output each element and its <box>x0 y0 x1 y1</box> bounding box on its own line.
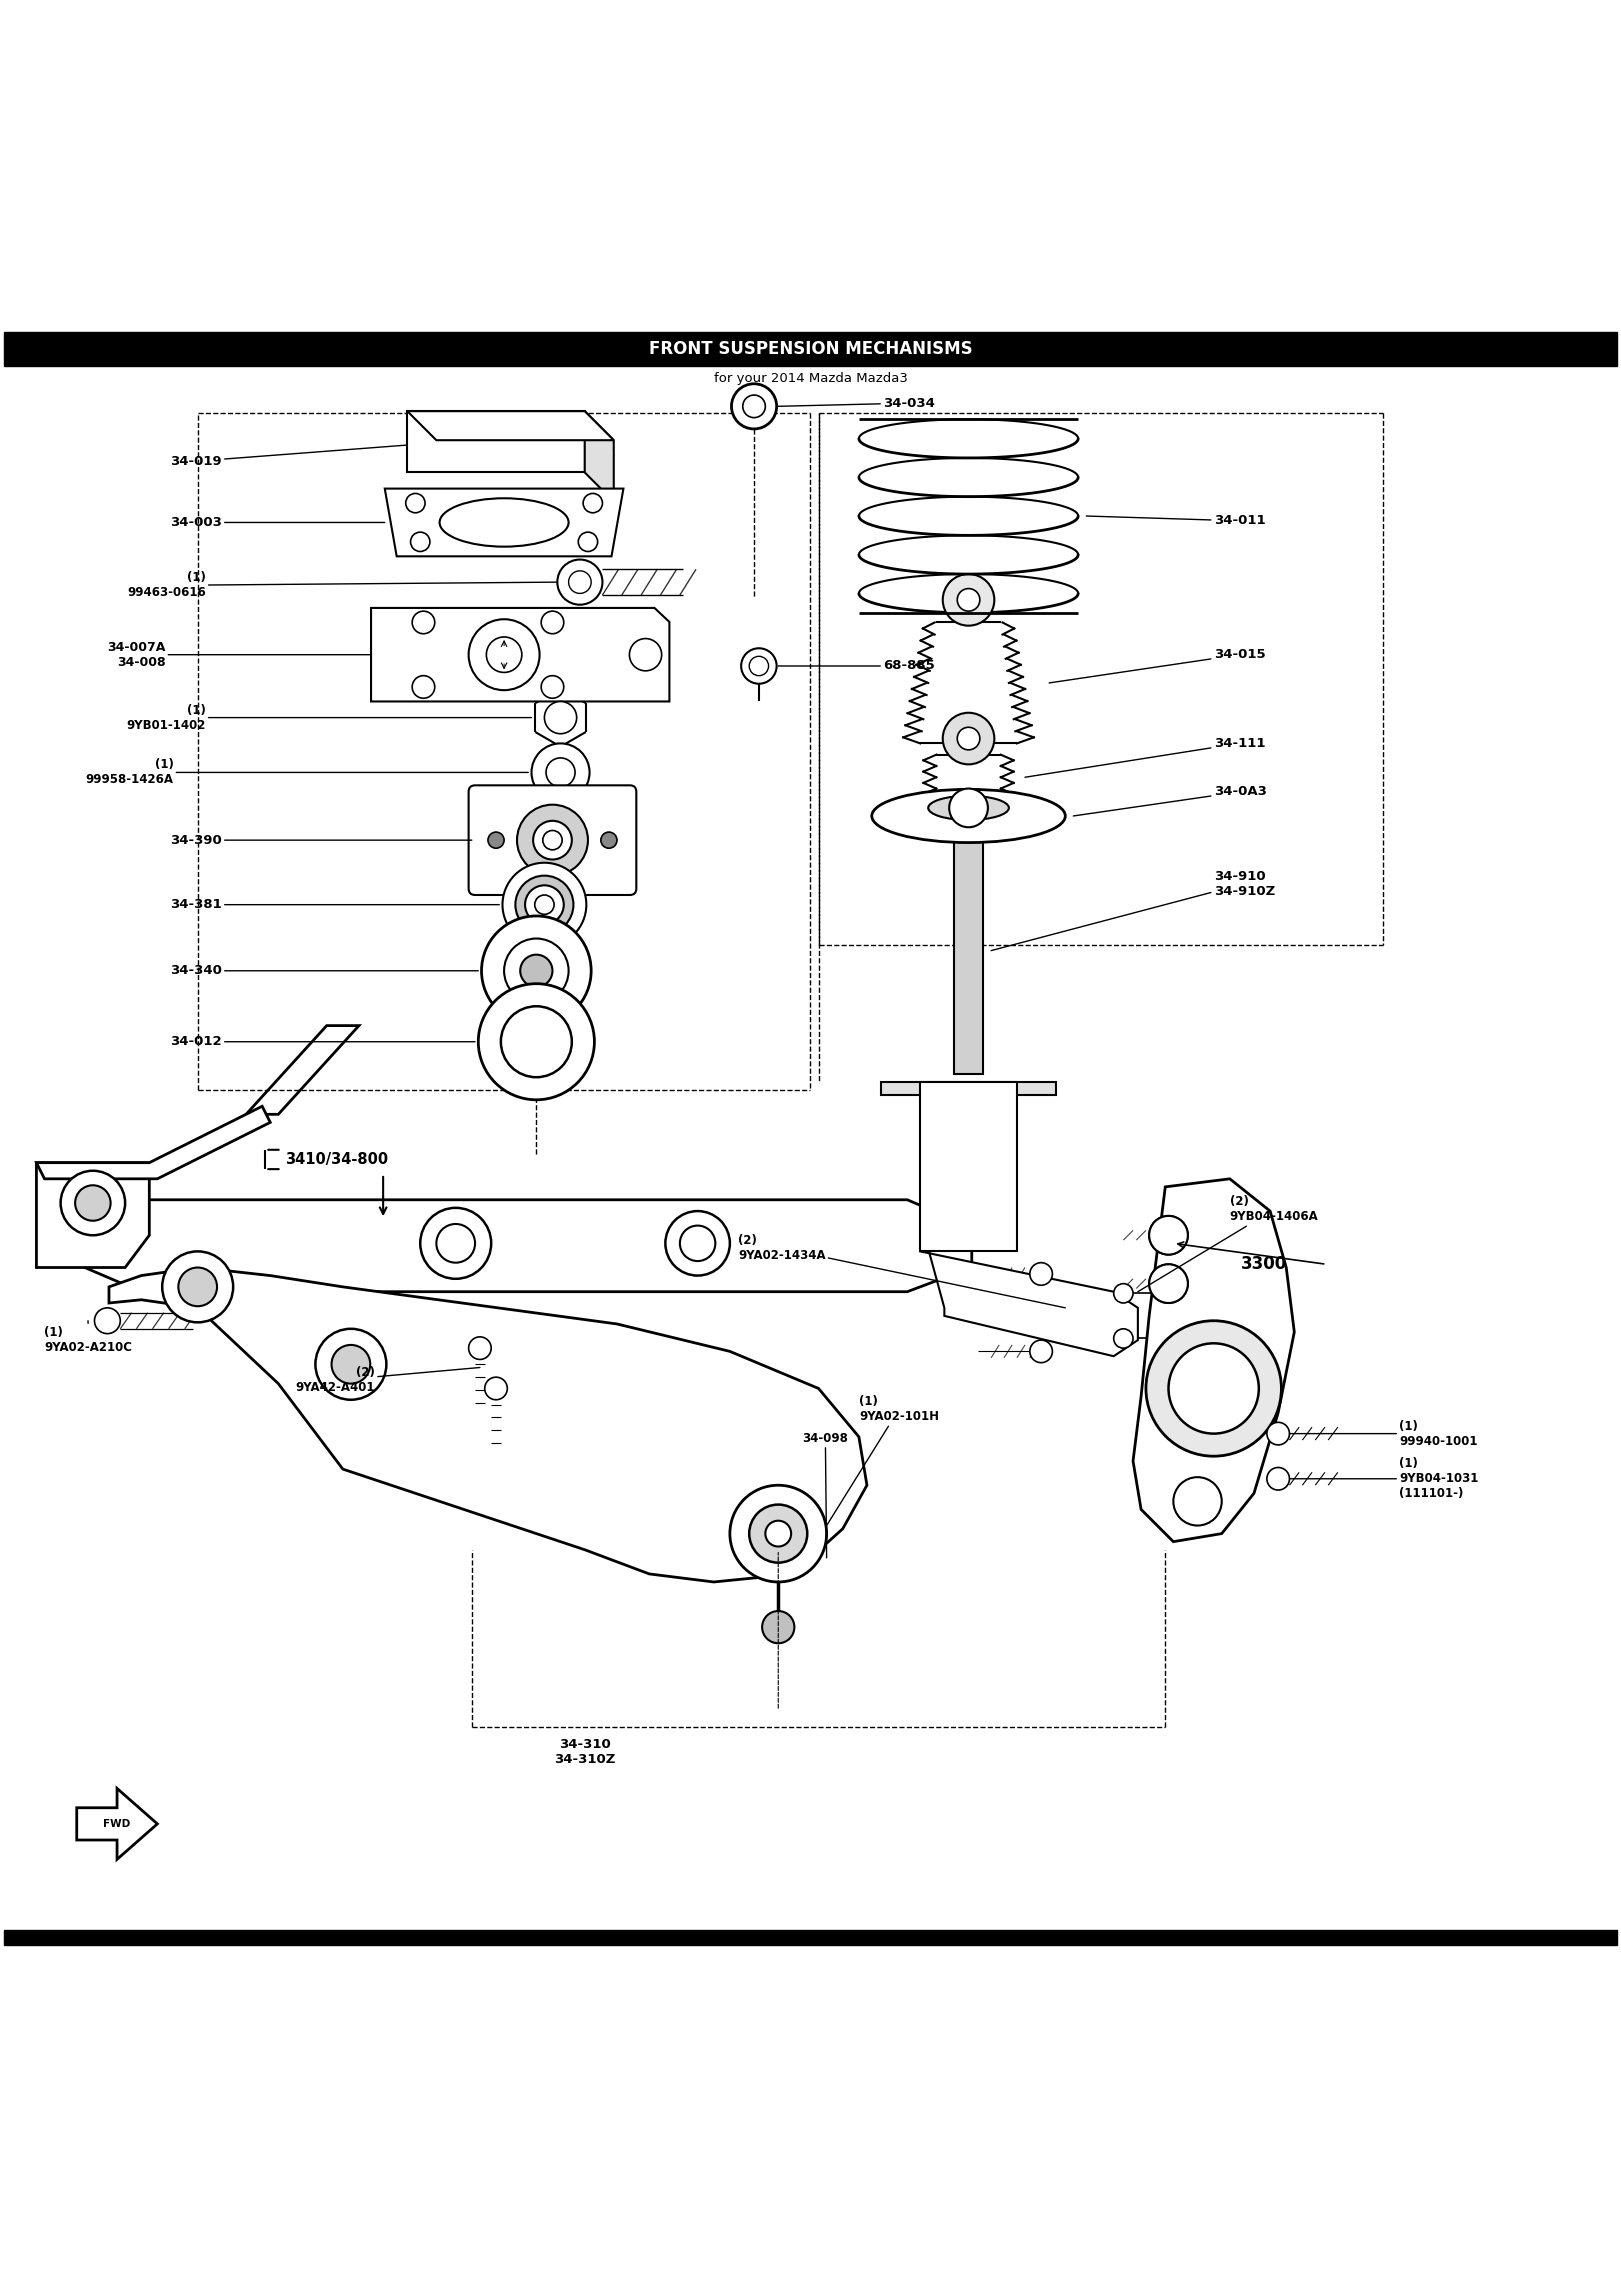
Circle shape <box>601 831 618 849</box>
Circle shape <box>665 1211 729 1275</box>
FancyBboxPatch shape <box>468 786 637 895</box>
Text: 3300: 3300 <box>1242 1255 1287 1273</box>
Circle shape <box>420 1207 491 1280</box>
Circle shape <box>1114 1284 1133 1302</box>
Bar <box>921 1082 1016 1252</box>
Circle shape <box>525 886 564 924</box>
Circle shape <box>332 1346 370 1384</box>
Bar <box>955 827 982 1075</box>
Circle shape <box>412 676 434 699</box>
Text: (1)
99463-0616: (1) 99463-0616 <box>126 572 558 599</box>
Text: 34-007A
34-008: 34-007A 34-008 <box>107 640 371 669</box>
Circle shape <box>541 676 564 699</box>
Text: 34-011: 34-011 <box>1086 515 1266 528</box>
Text: (1)
9YA02-A210C: (1) 9YA02-A210C <box>44 1321 133 1355</box>
Circle shape <box>762 1612 794 1644</box>
Circle shape <box>584 494 603 512</box>
Circle shape <box>436 1225 475 1264</box>
Polygon shape <box>585 412 614 501</box>
Bar <box>5 1931 1616 1945</box>
Text: 68-885: 68-885 <box>778 660 935 672</box>
Circle shape <box>765 1521 791 1546</box>
Circle shape <box>741 649 776 683</box>
Circle shape <box>520 954 553 986</box>
Circle shape <box>481 915 592 1025</box>
Circle shape <box>486 638 522 672</box>
Polygon shape <box>76 1787 157 1860</box>
Circle shape <box>504 938 569 1004</box>
Circle shape <box>468 1337 491 1359</box>
Ellipse shape <box>929 795 1008 820</box>
Circle shape <box>1114 1330 1133 1348</box>
Circle shape <box>1149 1264 1188 1302</box>
Text: (2)
9YB04-1406A: (2) 9YB04-1406A <box>1138 1195 1318 1291</box>
Text: 34-381: 34-381 <box>170 897 499 911</box>
Circle shape <box>958 587 979 610</box>
Text: 34-012: 34-012 <box>170 1036 475 1047</box>
Text: (1)
9YA02-101H: (1) 9YA02-101H <box>827 1396 939 1526</box>
Text: 3410/34-800: 3410/34-800 <box>285 1152 387 1168</box>
Circle shape <box>679 1225 715 1261</box>
Polygon shape <box>246 1025 358 1113</box>
Text: (2)
9YA42-A401: (2) 9YA42-A401 <box>295 1366 480 1394</box>
Text: FWD: FWD <box>104 1819 131 1828</box>
Circle shape <box>533 820 572 858</box>
Circle shape <box>517 804 588 877</box>
Circle shape <box>412 610 434 633</box>
Circle shape <box>468 619 540 690</box>
Circle shape <box>488 831 504 849</box>
Polygon shape <box>84 1200 971 1291</box>
Polygon shape <box>371 608 669 701</box>
Circle shape <box>515 877 574 934</box>
Circle shape <box>1149 1216 1188 1255</box>
Text: (1)
99940-1001: (1) 99940-1001 <box>1289 1419 1478 1448</box>
Circle shape <box>543 831 562 849</box>
Text: 34-098: 34-098 <box>802 1432 848 1557</box>
Circle shape <box>742 396 765 417</box>
Text: 34-003: 34-003 <box>170 517 384 528</box>
Text: FRONT SUSPENSION MECHANISMS: FRONT SUSPENSION MECHANISMS <box>648 339 973 357</box>
Polygon shape <box>921 1218 1138 1357</box>
Circle shape <box>60 1170 125 1234</box>
Circle shape <box>943 713 994 765</box>
Polygon shape <box>109 1268 867 1583</box>
Circle shape <box>1146 1321 1281 1457</box>
Text: (1)
9YB01-1402: (1) 9YB01-1402 <box>126 704 532 731</box>
Circle shape <box>943 574 994 626</box>
Circle shape <box>410 533 430 551</box>
Text: (1)
99958-1426A: (1) 99958-1426A <box>86 758 528 786</box>
Circle shape <box>94 1307 120 1334</box>
Text: 34-019: 34-019 <box>170 444 407 467</box>
Circle shape <box>1149 1264 1188 1302</box>
Text: 34-111: 34-111 <box>1024 738 1264 776</box>
Ellipse shape <box>439 499 569 546</box>
Circle shape <box>1029 1264 1052 1284</box>
Text: (2)
9YA02-1434A: (2) 9YA02-1434A <box>738 1234 1065 1307</box>
Circle shape <box>1268 1423 1289 1446</box>
Text: 34-0A3: 34-0A3 <box>1073 786 1266 815</box>
Circle shape <box>1149 1216 1188 1255</box>
Ellipse shape <box>872 790 1065 842</box>
Polygon shape <box>384 490 624 556</box>
Polygon shape <box>407 412 614 439</box>
Circle shape <box>569 572 592 594</box>
Circle shape <box>405 494 425 512</box>
Polygon shape <box>36 1164 149 1268</box>
Circle shape <box>532 742 590 802</box>
Circle shape <box>629 638 661 672</box>
Polygon shape <box>882 1082 1055 1095</box>
Text: 34-310
34-310Z: 34-310 34-310Z <box>554 1737 616 1767</box>
Polygon shape <box>36 1107 271 1179</box>
Circle shape <box>485 1378 507 1400</box>
Circle shape <box>75 1186 110 1220</box>
Circle shape <box>501 1006 572 1077</box>
Circle shape <box>545 701 577 733</box>
Circle shape <box>178 1268 217 1307</box>
Circle shape <box>535 895 554 915</box>
Circle shape <box>731 385 776 428</box>
Circle shape <box>1174 1478 1222 1526</box>
Circle shape <box>316 1330 386 1400</box>
Text: 34-340: 34-340 <box>170 963 478 977</box>
Circle shape <box>478 984 595 1100</box>
Circle shape <box>749 1505 807 1562</box>
